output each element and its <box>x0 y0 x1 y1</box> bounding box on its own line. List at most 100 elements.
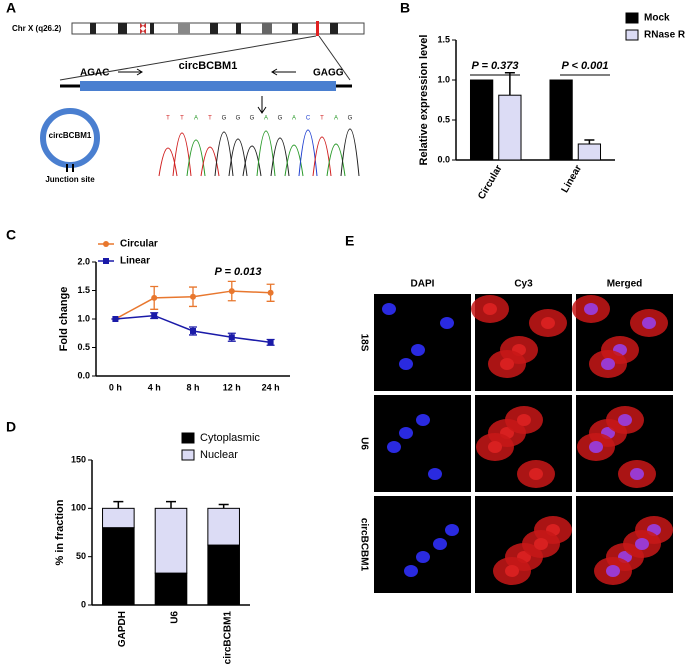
nucleus <box>500 358 514 370</box>
nucleus <box>416 414 430 426</box>
gene-label: circBCBM1 <box>179 60 238 72</box>
sequence-base: G <box>222 116 227 122</box>
row-label: 18S <box>358 334 369 352</box>
x-tick-label: GAPDH <box>117 611 128 647</box>
row-label: U6 <box>358 437 369 450</box>
y-tick-label: 2.0 <box>77 256 90 266</box>
zoom-line <box>59 35 317 81</box>
legend-swatch <box>625 29 639 41</box>
chromosome-label: Chr X (q26.2) <box>12 24 62 33</box>
bar-segment <box>207 544 240 606</box>
y-tick-label: 50 <box>76 551 86 561</box>
x-tick-label: 4 h <box>148 382 161 392</box>
y-tick-label: 0.5 <box>77 342 90 352</box>
zoom-line <box>318 35 351 81</box>
y-tick-label: 0.0 <box>77 370 90 380</box>
bar <box>498 94 522 161</box>
bar <box>577 143 602 161</box>
y-tick-label: 100 <box>71 503 86 513</box>
panel-label: D <box>6 419 16 435</box>
micrograph <box>374 496 471 593</box>
junction-label: Junction site <box>45 175 95 184</box>
column-label: Cy3 <box>514 279 533 290</box>
nucleus <box>433 538 447 550</box>
nucleus <box>404 565 418 577</box>
nucleus <box>534 538 548 550</box>
column-label: Merged <box>607 279 643 290</box>
nucleus <box>428 468 442 480</box>
bar-segment <box>154 572 188 606</box>
junction-seq: AGAC <box>80 68 109 79</box>
panel-label: A <box>6 0 16 16</box>
nucleus <box>440 317 454 329</box>
peak <box>158 147 178 177</box>
nucleus <box>589 441 603 453</box>
error-bar <box>504 72 515 96</box>
error-bar <box>166 500 176 509</box>
peak <box>326 143 346 177</box>
y-tick-label: 0 <box>81 599 86 609</box>
x-tick-label: 8 h <box>186 382 199 392</box>
sequence-base: G <box>250 116 255 122</box>
sequence-base: G <box>278 116 283 122</box>
sequence-base: C <box>306 116 311 122</box>
bar-segment <box>102 527 135 606</box>
chromatogram <box>158 128 360 177</box>
bar-segment <box>207 507 240 546</box>
y-tick-label: 1.0 <box>77 313 90 323</box>
x-tick-label: Linear <box>560 163 585 195</box>
marker <box>112 316 119 322</box>
marker <box>151 312 158 319</box>
nucleus <box>382 303 396 315</box>
exon <box>80 81 336 91</box>
y-tick-label: 1.5 <box>77 285 90 295</box>
legend-swatch <box>181 449 195 461</box>
panel-label: E <box>345 233 354 249</box>
nucleus <box>387 441 401 453</box>
y-axis-label: Relative expression level <box>418 35 430 166</box>
peak <box>242 145 262 177</box>
legend-label: Mock <box>644 13 670 24</box>
marker <box>190 293 196 300</box>
marker <box>228 288 235 295</box>
legend-label: Nuclear <box>200 449 238 461</box>
legend-label: Linear <box>120 256 150 267</box>
peak <box>340 128 360 177</box>
chromosome-bands <box>90 23 338 34</box>
nucleus <box>584 303 598 315</box>
x-tick-label: 0 h <box>109 382 122 392</box>
y-tick-label: 0.0 <box>437 154 450 164</box>
legend-marker <box>103 258 109 264</box>
x-tick-label: U6 <box>170 611 181 624</box>
sequence-base: A <box>292 116 296 122</box>
annotation: P = 0.373 <box>472 60 519 72</box>
nucleus <box>517 414 531 426</box>
x-tick-label: circBCBM1 <box>222 611 233 664</box>
sequence-base: T <box>166 116 170 122</box>
marker <box>267 339 274 346</box>
nucleus <box>606 565 620 577</box>
nucleus <box>635 538 649 550</box>
error-bar <box>584 139 595 144</box>
nucleus <box>399 358 413 370</box>
annotation: P < 0.001 <box>562 60 609 72</box>
sequence-base: T <box>208 116 212 122</box>
x-tick-label: 24 h <box>262 382 280 392</box>
y-tick-label: 1.5 <box>437 34 450 44</box>
sequence-base: T <box>180 116 184 122</box>
nucleus <box>483 303 497 315</box>
nucleus <box>601 358 615 370</box>
x-tick-label: 12 h <box>223 382 241 392</box>
marker <box>228 334 235 341</box>
primer-arrows <box>118 68 296 76</box>
annotation: P = 0.013 <box>215 266 262 278</box>
sequence-base: A <box>194 116 198 122</box>
column-label: DAPI <box>411 279 435 290</box>
sequence-base: G <box>348 116 353 122</box>
nucleus <box>541 317 555 329</box>
panel-label: C <box>6 227 16 243</box>
marker <box>151 294 158 301</box>
y-tick-label: 0.5 <box>437 114 450 124</box>
junction-arrow <box>257 96 267 114</box>
